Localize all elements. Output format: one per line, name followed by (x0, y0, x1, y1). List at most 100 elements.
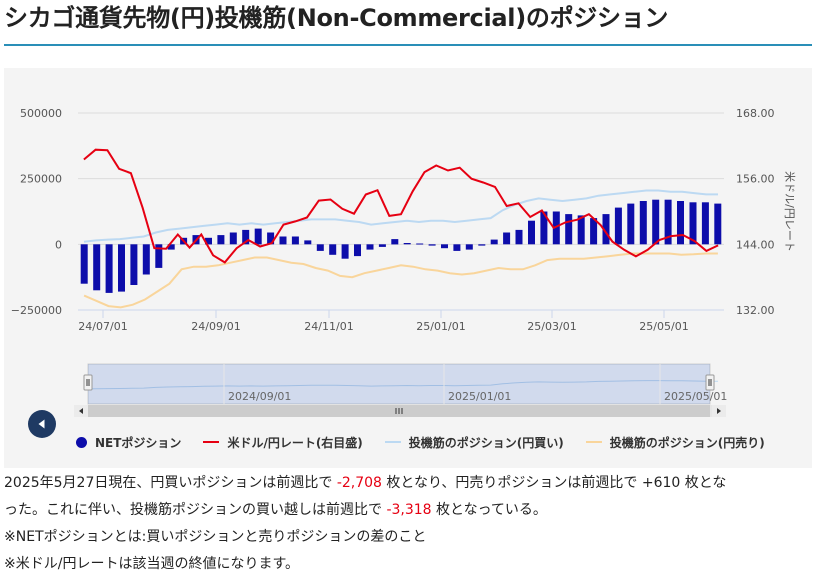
y-tick-label-left: −250000 (11, 304, 62, 317)
y-tick-label-right: 132.00 (736, 304, 775, 317)
net-bar (304, 240, 312, 245)
navigator-handle-body (705, 374, 715, 391)
y-tick-label-right: 156.00 (736, 173, 775, 186)
navigator-date-label: 2025/01/01 (448, 390, 511, 403)
y-tick-label-left: 500000 (20, 107, 62, 120)
legend-item-net[interactable]: NETポジション (76, 434, 181, 451)
net-bar (229, 232, 237, 245)
usdjpy-rate-line (83, 148, 719, 264)
triangle-left-icon (38, 419, 45, 429)
net-bar (614, 207, 622, 245)
net-bar (105, 244, 113, 293)
navigator-handle-body (83, 374, 93, 391)
net-bar (627, 203, 635, 245)
net-bar (565, 214, 573, 245)
desc-text: 枚となり、円売りポジションは前週比で (386, 475, 638, 491)
net-bar (602, 214, 610, 245)
x-tick-label: 24/07/01 (78, 320, 127, 333)
net-bar (316, 244, 324, 251)
net-bar (701, 202, 709, 245)
net-marker-icon (76, 436, 87, 448)
y-tick-label-left: 250000 (20, 173, 62, 186)
title-underline (4, 44, 812, 46)
desc-text: 枚とな (684, 475, 727, 491)
desc-text: った。これに伴い、投機筋ポジションの買い越しは前週比で (4, 502, 382, 518)
navigator-handle[interactable] (705, 374, 715, 391)
description: 2025年5月27日現在、円買いポジションは前週比で -2,708 枚となり、円… (4, 470, 812, 578)
short-change-value: +610 (641, 475, 681, 491)
net-bar (142, 244, 150, 275)
scroll-left-button[interactable] (28, 410, 56, 438)
legend-label-net: NETポジション (95, 435, 182, 450)
y-tick-label-right: 168.00 (736, 107, 775, 120)
x-tick-label: 25/03/01 (527, 320, 576, 333)
net-bar (391, 239, 399, 245)
rate-line-icon (203, 441, 220, 443)
page-title: シカゴ通貨先物(円)投機筋(Non-Commercial)のポジション (4, 4, 669, 32)
net-bar (540, 211, 548, 245)
net-bar (205, 237, 212, 245)
net-bar (155, 244, 163, 268)
description-line-1: 2025年5月27日現在、円買いポジションは前週比で -2,708 枚となり、円… (4, 470, 812, 497)
net-bar (167, 244, 175, 250)
net-bar (291, 236, 299, 245)
net-bar (267, 232, 275, 245)
net-bar (378, 244, 386, 247)
short-position-line (83, 252, 718, 309)
net-bar (279, 236, 287, 245)
net-bar (329, 244, 337, 255)
arrow-left-icon (79, 408, 83, 414)
net-bar (478, 244, 486, 246)
note-net: ※NETポジションとは:買いポジションと売りポジションの差のこと (4, 529, 427, 545)
legend-label-long: 投機筋のポジション(円買い) (408, 435, 564, 450)
net-bar (577, 215, 585, 245)
y-tick-label-right: 144.00 (736, 238, 775, 251)
long-line-icon (384, 441, 401, 443)
navigator-date-label: 2024/09/01 (228, 390, 291, 403)
legend-item-long[interactable]: 投機筋のポジション(円買い) (384, 434, 564, 451)
chart-area: 500000 168.00 250000 156.00 0 144.00 −250000 13… (4, 68, 812, 468)
long-change-value: -2,708 (336, 475, 382, 491)
short-line-icon (585, 441, 602, 443)
legend-label-rate: 米ドル/円レート(右目盛) (227, 435, 363, 450)
net-bar (428, 244, 436, 246)
navigator-handle[interactable] (83, 374, 93, 391)
net-bar (664, 199, 672, 245)
net-bar (242, 229, 250, 245)
net-bar (130, 244, 138, 285)
x-tick-label: 24/09/01 (191, 320, 240, 333)
net-bar (80, 244, 88, 284)
net-bar (490, 239, 498, 245)
arrow-right-icon (717, 408, 721, 414)
right-axis-title: 米ドル/円レート (783, 171, 796, 252)
long-position-line (83, 189, 718, 243)
legend-label-short: 投機筋のポジション(円売り) (609, 435, 765, 450)
description-line-2: った。これに伴い、投機筋ポジションの買い越しは前週比で -3,318 枚となって… (4, 497, 812, 524)
y-tick-label-left: 0 (55, 238, 62, 251)
legend-item-rate[interactable]: 米ドル/円レート(右目盛) (203, 434, 363, 451)
net-bar (441, 244, 448, 249)
net-bar (354, 244, 361, 257)
net-bar (403, 243, 411, 245)
navigator-series (83, 380, 718, 390)
net-bar (689, 202, 697, 245)
net-bar (93, 244, 101, 291)
net-bar (528, 220, 535, 245)
desc-text: 2025年5月27日現在、円買いポジションは前週比で (4, 475, 333, 491)
net-change-value: -3,318 (386, 502, 432, 518)
net-bar (652, 199, 660, 245)
net-bar (639, 201, 647, 245)
legend-item-short[interactable]: 投機筋のポジション(円売り) (585, 434, 765, 451)
net-bar (503, 232, 511, 245)
net-bar (118, 244, 125, 292)
net-bar (416, 243, 424, 245)
desc-text: 枚となっている。 (436, 502, 547, 518)
x-tick-label: 24/11/01 (304, 320, 353, 333)
net-bar (366, 244, 374, 250)
net-bar (714, 203, 722, 245)
x-tick-label: 25/01/01 (416, 320, 465, 333)
net-bar (254, 228, 262, 245)
x-tick-label: 25/05/01 (639, 320, 688, 333)
net-bar (515, 229, 523, 245)
net-bar (552, 211, 560, 245)
